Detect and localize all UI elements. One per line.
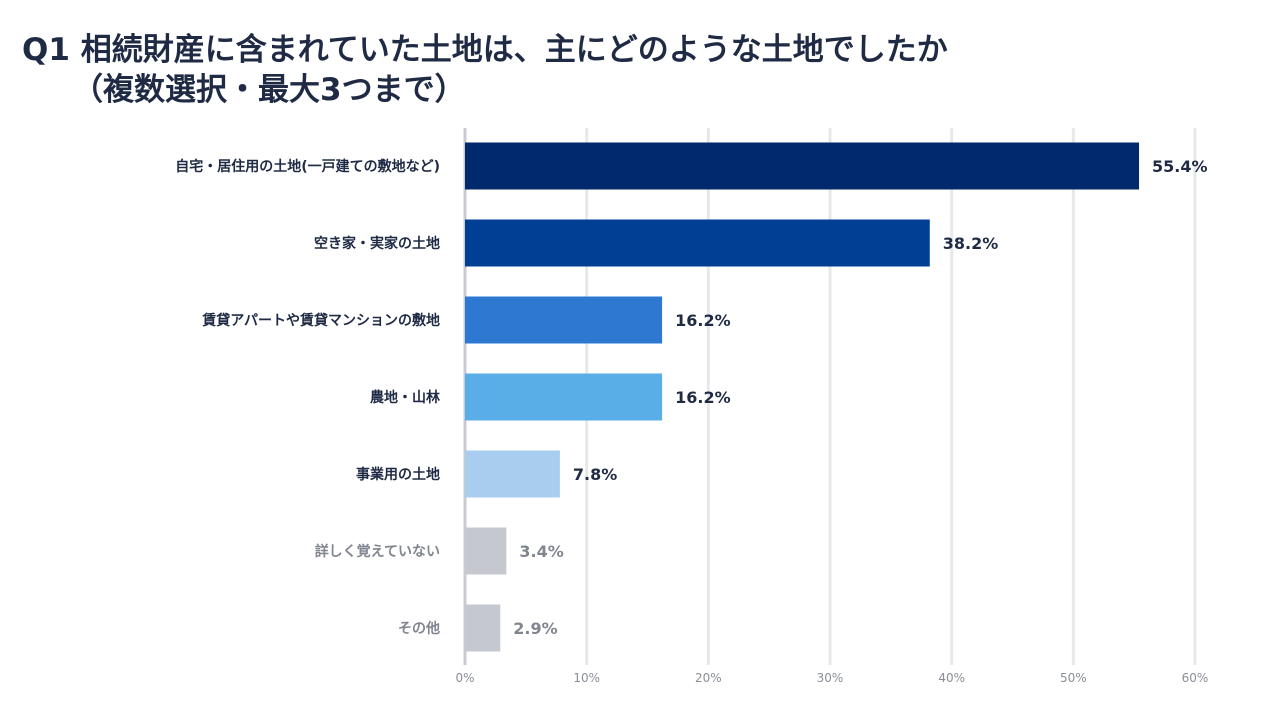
chart-title: Q1 相続財産に含まれていた土地は、主にどのような土地でしたか （複数選択・最大… xyxy=(22,30,948,110)
data-label: 7.8% xyxy=(573,465,617,484)
data-label: 3.4% xyxy=(519,542,563,561)
bar xyxy=(465,142,1140,190)
category-label: 賃貸アパートや賃貸マンションの敷地 xyxy=(201,312,440,329)
x-axis-ticks: 0% 10% 20% 30% 40% 50% 60% xyxy=(455,671,1208,685)
bars xyxy=(465,142,1140,652)
bar xyxy=(465,219,930,267)
bar xyxy=(465,527,507,575)
value-labels: 55.4% 38.2% 16.2% 16.2% 7.8% 3.4% 2.9% xyxy=(513,157,1207,638)
category-label: 事業用の土地 xyxy=(356,466,440,483)
chart-title-line2: （複数選択・最大3つまで） xyxy=(72,72,466,108)
data-label: 16.2% xyxy=(675,388,731,407)
category-label: その他 xyxy=(398,620,440,637)
category-label: 農地・山林 xyxy=(370,389,440,406)
bar xyxy=(465,373,663,421)
x-tick-label: 0% xyxy=(455,671,474,685)
x-tick-label: 60% xyxy=(1182,671,1209,685)
x-tick-label: 50% xyxy=(1060,671,1087,685)
bar xyxy=(465,296,663,344)
data-label: 16.2% xyxy=(675,311,731,330)
category-label: 自宅・居住用の土地(一戸建ての敷地など) xyxy=(175,158,440,175)
chart-title-line1: Q1 相続財産に含まれていた土地は、主にどのような土地でしたか xyxy=(22,32,948,68)
category-labels: 自宅・居住用の土地(一戸建ての敷地など) 空き家・実家の土地賃貸アパートや賃貸マン… xyxy=(175,158,440,637)
bar xyxy=(465,450,560,498)
category-label: 空き家・実家の土地 xyxy=(314,235,440,252)
data-label: 55.4% xyxy=(1152,157,1208,176)
bar xyxy=(465,604,501,652)
category-label: 詳しく覚えていない xyxy=(315,543,440,560)
x-tick-label: 30% xyxy=(817,671,844,685)
grid-lines xyxy=(463,128,1197,665)
x-tick-label: 10% xyxy=(573,671,600,685)
x-tick-label: 20% xyxy=(695,671,722,685)
data-label: 2.9% xyxy=(513,619,557,638)
x-tick-label: 40% xyxy=(938,671,965,685)
data-label: 38.2% xyxy=(943,234,999,253)
